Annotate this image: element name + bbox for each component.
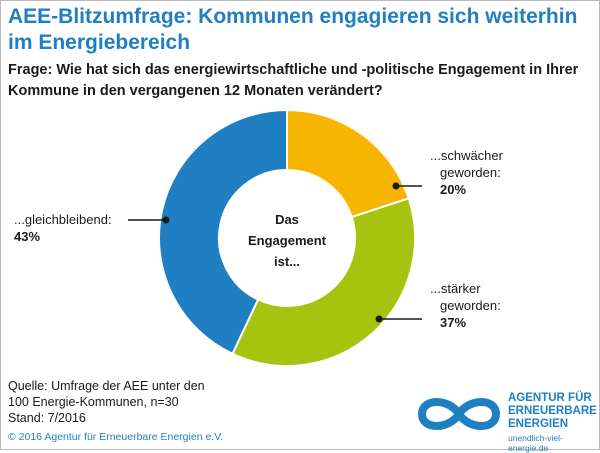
annotation-label: geworden: <box>440 165 501 180</box>
annotation-dot <box>162 216 170 224</box>
logo-line: AGENTUR FÜR <box>508 392 592 404</box>
logo-url: unendlich-viel-energie.de <box>508 433 563 453</box>
annotation-value: 43% <box>14 229 40 244</box>
annotation-label: ...gleichbleibend: <box>14 212 112 227</box>
annotation-value: 37% <box>440 315 466 330</box>
annotation-label: ...schwächer <box>430 148 504 163</box>
logo-line: ENERGIEN <box>508 418 569 430</box>
copyright-text: © 2016 Agentur für Erneuerbare Energien … <box>8 431 224 443</box>
center-label-line: Das <box>275 212 299 227</box>
annotation-dot <box>392 182 400 190</box>
chart-title: AEE-Blitzumfrage: Kommunen engagieren si… <box>8 5 578 54</box>
infinity-logo-icon <box>417 398 501 430</box>
donut-slice <box>158 108 288 356</box>
survey-question: Frage: Wie hat sich das energiewirtschaf… <box>8 62 579 99</box>
center-label-line: Engagement <box>248 233 327 248</box>
logo-wordmark: AGENTUR FÜR ERNEUERBARE ENERGIEN <box>508 392 598 431</box>
donut-slice <box>231 197 416 367</box>
center-label-line: ist... <box>274 254 300 269</box>
slice-annotations: ...schwächer geworden: 20% ...stärker geword… <box>14 148 504 330</box>
logo-line: ERNEUERBARE <box>508 405 597 417</box>
annotation-label: ...stärker <box>430 281 481 296</box>
donut-slices <box>158 108 416 367</box>
source-line: Stand: 7/2016 <box>8 411 86 425</box>
annotation-label: geworden: <box>440 298 501 313</box>
annotation-dot <box>375 315 383 323</box>
center-label: Das Engagement ist... <box>248 212 327 269</box>
annotation-value: 20% <box>440 182 466 197</box>
source-note: Quelle: Umfrage der AEE unter den 100 En… <box>8 378 278 426</box>
source-line: Quelle: Umfrage der AEE unter den <box>8 379 205 393</box>
source-line: 100 Energie-Kommunen, n=30 <box>8 395 179 409</box>
donut-slice <box>286 108 410 219</box>
